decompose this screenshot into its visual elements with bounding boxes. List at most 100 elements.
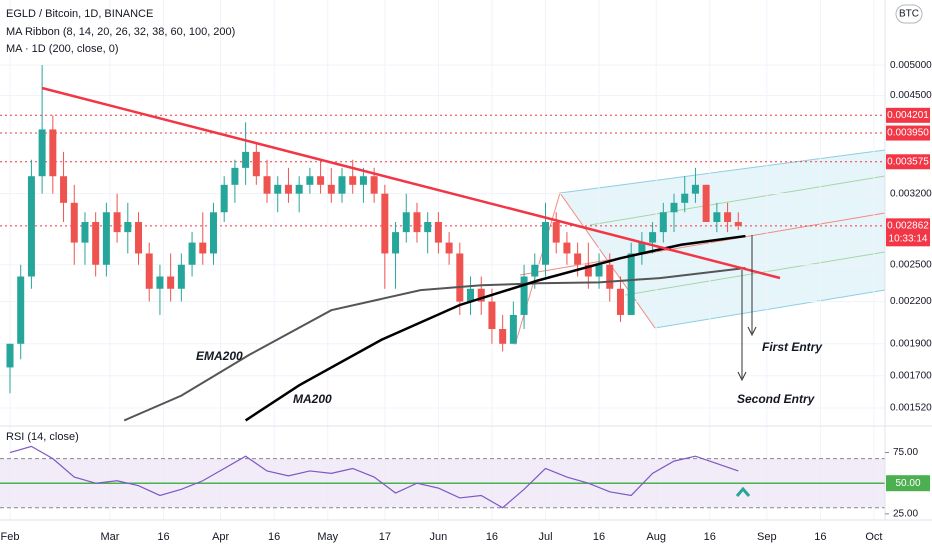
candle-body — [317, 176, 325, 185]
trendline — [41, 86, 781, 280]
candle-body — [724, 212, 732, 223]
y-tick-label: 0.005000 — [890, 60, 932, 71]
pitchfork-handle — [514, 191, 656, 346]
candle-body — [691, 184, 699, 194]
price-level-box — [886, 125, 930, 141]
channel-edge — [654, 289, 886, 329]
candle-body — [563, 242, 571, 254]
ma-line — [123, 267, 746, 422]
indicator: MA Ribbon (8, 14, 20, 26, 32, 38, 60, 10… — [6, 26, 235, 38]
candle-body — [499, 329, 507, 344]
rsi-tick-label: 25.00 — [893, 509, 918, 520]
candle-body — [713, 212, 721, 223]
channel-inner — [589, 175, 886, 226]
y-tick-label: 0.001700 — [890, 370, 932, 381]
price-axis — [885, 0, 932, 550]
candle-body — [477, 288, 485, 302]
candle-body — [616, 288, 624, 315]
rsi-tick-label: 75.00 — [893, 447, 918, 458]
x-tick-label: 16 — [704, 531, 716, 543]
channel-edge — [559, 149, 886, 194]
rsi-title: RSI (14, close) — [6, 431, 79, 443]
candle-body — [541, 222, 549, 265]
x-tick-label: Aug — [646, 531, 666, 543]
candle-body — [659, 212, 667, 233]
price-level-label: 0.002862 — [887, 220, 929, 231]
candle-body — [199, 242, 207, 254]
x-tick-label: 16 — [157, 531, 169, 543]
y-tick-label: 0.003200 — [890, 188, 932, 199]
candle-body — [734, 222, 742, 226]
chart-title: EGLD / Bitcoin, 1D, BINANCE — [6, 8, 153, 20]
rsi-line — [9, 445, 739, 509]
candle-body — [252, 151, 260, 177]
candle-body — [274, 184, 282, 194]
arrow-head — [737, 371, 747, 382]
candle-body — [434, 222, 442, 243]
candle-body — [17, 276, 25, 344]
arrow-head — [747, 326, 757, 337]
x-tick-label: Feb — [1, 531, 20, 543]
candle-body — [231, 167, 239, 185]
candle-body — [263, 176, 271, 194]
candle-body — [338, 176, 346, 194]
candle-body — [445, 242, 453, 254]
price-level-box — [886, 218, 930, 247]
candle-body — [220, 184, 228, 213]
candle-body — [370, 176, 378, 194]
candle-body — [531, 264, 539, 277]
candle-body — [552, 222, 560, 243]
candle-body — [102, 212, 110, 265]
candle-body — [242, 151, 250, 168]
y-tick-label: 0.001520 — [890, 403, 932, 414]
annotation: Second Entry — [737, 392, 816, 406]
badge[interactable] — [895, 4, 923, 24]
candle-body — [6, 343, 14, 368]
candle-body — [81, 222, 89, 243]
x-tick-label: 16 — [814, 531, 826, 543]
candle-body — [295, 184, 303, 194]
candle-body — [638, 242, 646, 254]
price-level-box — [886, 107, 930, 123]
candle-body — [670, 202, 678, 213]
x-tick-label: Sep — [757, 531, 777, 543]
candle-body — [60, 176, 68, 203]
y-tick-label: 0.001900 — [890, 338, 932, 349]
candle-body — [595, 264, 603, 277]
channel-inner — [624, 251, 886, 296]
candle-body — [649, 232, 657, 243]
candle-body — [145, 253, 153, 289]
x-tick-label: May — [317, 531, 338, 543]
annotation: EMA200 — [196, 349, 243, 363]
candle-body — [124, 222, 132, 233]
x-tick-label: 16 — [486, 531, 498, 543]
currency-badge[interactable]: BTC — [899, 9, 919, 20]
candle-body — [135, 222, 143, 254]
x-tick-label: Mar — [100, 531, 119, 543]
candle-body — [113, 212, 121, 233]
candle-body — [424, 222, 432, 233]
rsi-mid-box — [886, 475, 930, 492]
candle-body — [92, 222, 100, 265]
candle-body — [177, 264, 185, 289]
indicator: MA · 1D (200, close, 0) — [6, 43, 119, 55]
candle-body — [467, 288, 475, 302]
candle-body — [402, 212, 410, 233]
candle-body — [327, 184, 335, 194]
candle-body — [392, 232, 400, 254]
y-tick-label: 0.002500 — [890, 259, 932, 270]
candle-body — [509, 314, 517, 344]
candle-body — [456, 253, 464, 302]
x-tick-label: Jun — [430, 531, 448, 543]
price-level-label: 0.003950 — [887, 128, 929, 139]
candle-body — [306, 176, 314, 185]
candle-body — [49, 129, 57, 177]
candle-body — [681, 193, 689, 203]
countdown: 10:33:14 — [889, 233, 928, 244]
candle-body — [27, 176, 35, 277]
x-tick-label: 16 — [593, 531, 605, 543]
candle-body — [520, 276, 528, 315]
candle-body — [167, 276, 175, 289]
candle-body — [702, 184, 710, 223]
